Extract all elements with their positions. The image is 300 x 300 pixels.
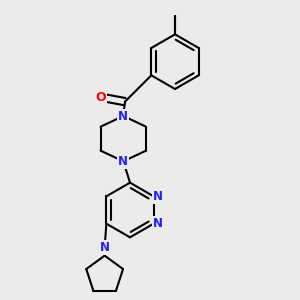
Text: N: N — [118, 155, 128, 168]
Text: N: N — [118, 110, 128, 122]
Text: O: O — [95, 91, 106, 104]
Text: N: N — [153, 190, 163, 203]
Text: N: N — [153, 217, 163, 230]
Text: N: N — [100, 241, 110, 254]
